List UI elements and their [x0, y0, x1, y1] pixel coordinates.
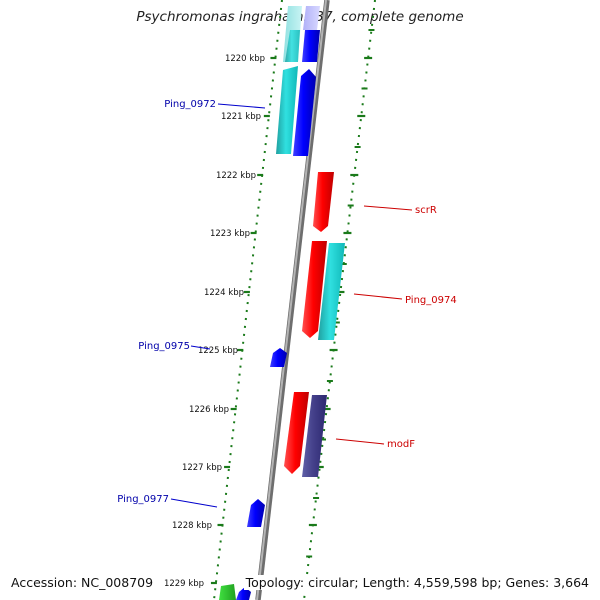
gene-feature-blue[interactable] — [293, 69, 316, 156]
tick-label: 1221 kbp — [221, 112, 261, 122]
gene-feature-blue[interactable] — [302, 30, 320, 62]
tick-label: 1220 kbp — [225, 54, 265, 64]
leader-line — [170, 498, 218, 508]
tick-rail — [213, 0, 283, 600]
gene-feature-blue[interactable] — [247, 499, 265, 527]
gene-label-ping-0972[interactable]: Ping_0972 — [164, 99, 216, 110]
gene-feature-green[interactable] — [219, 584, 236, 600]
accession-label: Accession: NC_008709 — [9, 575, 156, 590]
gene-label-ping-0974[interactable]: Ping_0974 — [405, 295, 457, 306]
tick-label: 1224 kbp — [204, 288, 244, 298]
genome-summary: Topology: circular; Length: 4,559,598 bp… — [243, 575, 591, 590]
leader-line — [363, 205, 413, 211]
tick-label: 1228 kbp — [172, 521, 212, 531]
gene-label-scrr[interactable]: scrR — [415, 205, 437, 216]
gene-feature-red[interactable] — [302, 241, 327, 338]
tick-label: 1222 kbp — [216, 171, 256, 181]
gene-feature-blue[interactable] — [236, 587, 251, 600]
gene-feature-blue[interactable] — [270, 348, 287, 367]
gene-features — [219, 6, 345, 600]
leader-line — [217, 103, 266, 109]
tick-label: 1227 kbp — [182, 463, 222, 473]
gene-feature-lavender[interactable] — [303, 6, 320, 30]
gene-label-ping-0975[interactable]: Ping_0975 — [138, 341, 190, 352]
genome-backbone-highlight — [256, 0, 327, 600]
leader-line — [335, 438, 385, 445]
gene-feature-cyan[interactable] — [276, 66, 298, 154]
gene-label-ping-0977[interactable]: Ping_0977 — [117, 494, 169, 505]
tick-label: 1229 kbp — [164, 579, 204, 589]
gene-feature-red[interactable] — [284, 392, 309, 474]
gene-feature-purple[interactable] — [302, 395, 327, 477]
gene-feature-cyan[interactable] — [318, 243, 345, 340]
gene-label-modf[interactable]: modF — [387, 439, 415, 450]
tick-label: 1223 kbp — [210, 229, 250, 239]
tick-label: 1225 kbp — [198, 346, 238, 356]
leader-line — [190, 345, 211, 350]
tick-label: 1226 kbp — [189, 405, 229, 415]
gene-feature-cyan[interactable] — [285, 30, 300, 62]
gene-feature-red[interactable] — [313, 172, 334, 232]
leader-line — [353, 293, 403, 300]
